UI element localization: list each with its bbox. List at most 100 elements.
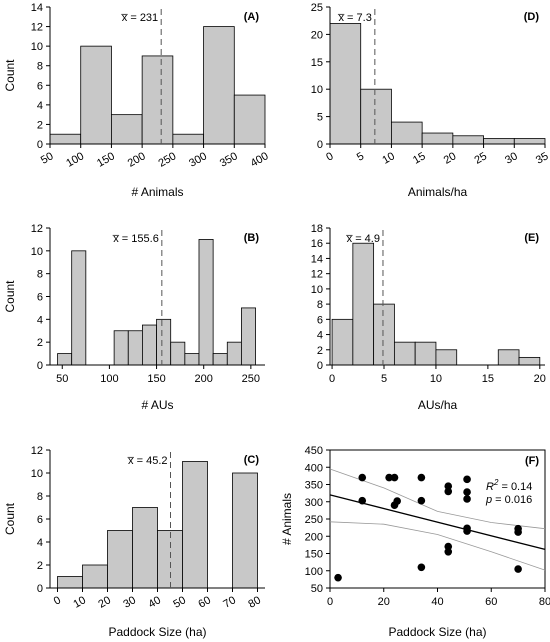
scatter-point bbox=[393, 497, 401, 505]
y-tick-label: 350 bbox=[305, 480, 323, 492]
histogram-bar bbox=[172, 133, 204, 145]
y-tick-label: 100 bbox=[305, 566, 323, 578]
p-value: = 0.016 bbox=[492, 494, 532, 506]
y-tick-label: 0 bbox=[37, 583, 43, 595]
histogram-bar bbox=[113, 330, 129, 366]
histogram-bar bbox=[170, 341, 186, 366]
histogram-bar bbox=[241, 307, 256, 366]
histogram-bar bbox=[414, 341, 437, 366]
confidence-band-upper bbox=[329, 468, 546, 530]
x-axis-label: Paddock Size (ha) bbox=[388, 625, 486, 639]
histogram-bar bbox=[157, 530, 183, 589]
x-tick-label: 40 bbox=[146, 594, 163, 611]
r-squared-symbol: R bbox=[486, 481, 494, 493]
panel-label: (C) bbox=[244, 454, 260, 466]
panel-label: (A) bbox=[244, 11, 260, 23]
y-tick-label: 4 bbox=[37, 100, 43, 112]
x-tick-label: 15 bbox=[482, 373, 494, 385]
p-value-text: p = 0.016 bbox=[485, 494, 532, 506]
mean-label: x̅ = 155.6 bbox=[112, 233, 159, 245]
scatter-point bbox=[417, 563, 426, 572]
x-axis-label: Paddock Size (ha) bbox=[108, 625, 206, 639]
histogram-bar bbox=[518, 356, 541, 366]
x-tick-label: 60 bbox=[196, 594, 213, 611]
y-tick-label: 0 bbox=[37, 139, 43, 151]
mean-label: x̅ = 45.2 bbox=[127, 455, 168, 467]
histogram-bar bbox=[393, 341, 416, 366]
y-tick-label: 20 bbox=[311, 29, 323, 41]
scatter-point bbox=[358, 496, 367, 505]
x-tick-label: 10 bbox=[71, 594, 88, 611]
x-tick-label: 70 bbox=[221, 594, 238, 611]
y-tick-label: 300 bbox=[305, 497, 323, 509]
histogram-bar bbox=[391, 121, 423, 145]
histogram-bar bbox=[497, 349, 520, 366]
y-tick-label: 2 bbox=[317, 345, 323, 357]
scatter-point bbox=[417, 473, 426, 482]
y-axis-label: # Animals bbox=[280, 493, 294, 545]
histogram-bar bbox=[421, 132, 454, 145]
x-tick-label: 20 bbox=[534, 373, 546, 385]
histogram-bar bbox=[212, 353, 228, 366]
scatter-point bbox=[463, 527, 471, 535]
y-tick-label: 0 bbox=[317, 360, 323, 372]
histogram-bar bbox=[483, 138, 515, 145]
x-tick-label: 20 bbox=[378, 596, 390, 608]
x-tick-label: 20 bbox=[96, 594, 113, 611]
y-tick-label: 10 bbox=[311, 284, 323, 296]
y-tick-label: 14 bbox=[311, 253, 323, 265]
histogram-aus: x̅ = 155.6 (B) 0 2 4 6 8 10 12 50 100 150 200 250 # AU… bbox=[3, 223, 265, 412]
r-squared-superscript: 2 bbox=[493, 478, 499, 487]
x-tick-label: 0 bbox=[52, 594, 63, 607]
panel-label: (B) bbox=[244, 232, 260, 244]
x-tick-label: 0 bbox=[324, 150, 335, 163]
y-tick-label: 16 bbox=[311, 238, 323, 250]
histogram-bar bbox=[80, 45, 112, 145]
y-tick-label: 12 bbox=[31, 445, 43, 457]
y-tick-label: 8 bbox=[37, 491, 43, 503]
x-tick-label: 0 bbox=[327, 596, 333, 608]
x-tick-label: 10 bbox=[430, 373, 442, 385]
scatter-point bbox=[334, 573, 342, 582]
histogram-bar bbox=[141, 55, 174, 145]
x-tick-label: 300 bbox=[187, 150, 209, 170]
y-tick-label: 12 bbox=[31, 22, 43, 34]
histogram-bar bbox=[203, 26, 235, 145]
y-tick-label: 4 bbox=[37, 314, 43, 326]
histogram-bar bbox=[82, 564, 108, 589]
y-tick-label: 10 bbox=[311, 84, 323, 96]
histogram-animals-per-ha: x̅ = 7.3 (D) 0 5 10 15 20 25 0 5 10 15 20 25 30 35 Anima… bbox=[311, 2, 550, 199]
x-tick-label: 30 bbox=[121, 594, 138, 611]
y-tick-label: 25 bbox=[311, 2, 323, 14]
x-tick-label: 0 bbox=[329, 373, 335, 385]
y-tick-label: 6 bbox=[37, 514, 43, 526]
scatter-point bbox=[390, 473, 399, 482]
y-axis-label: Count bbox=[3, 59, 17, 92]
x-tick-label: 100 bbox=[100, 373, 118, 385]
histogram-bar bbox=[373, 303, 395, 366]
histogram-bar bbox=[57, 353, 73, 366]
y-tick-label: 6 bbox=[37, 80, 43, 92]
scatter-point bbox=[514, 565, 522, 573]
x-axis-label: # Animals bbox=[131, 185, 183, 199]
y-tick-label: 450 bbox=[305, 445, 323, 457]
plot-frame bbox=[329, 449, 546, 589]
scatter-point bbox=[463, 475, 471, 484]
x-axis-label: AUs/ha bbox=[418, 398, 458, 412]
histogram-bar bbox=[329, 23, 362, 145]
histogram-bar bbox=[435, 349, 458, 366]
r-squared-text: R2 = 0.14 bbox=[486, 478, 532, 493]
histogram-bar bbox=[184, 353, 200, 366]
x-tick-label: 150 bbox=[95, 150, 117, 170]
x-tick-label: 150 bbox=[147, 373, 165, 385]
y-tick-label: 0 bbox=[37, 360, 43, 372]
x-tick-label: 80 bbox=[539, 596, 550, 608]
y-tick-label: 150 bbox=[305, 549, 323, 561]
y-tick-label: 2 bbox=[37, 337, 43, 349]
histogram-paddock-size: x̅ = 45.2 (C) 0 2 4 6 8 10 12 0 10 20 30 40 50 60 70 80 Pa… bbox=[3, 445, 265, 639]
y-tick-label: 10 bbox=[31, 246, 43, 258]
histogram-bar bbox=[71, 250, 87, 366]
y-tick-label: 10 bbox=[31, 468, 43, 480]
x-tick-label: 5 bbox=[355, 150, 366, 163]
